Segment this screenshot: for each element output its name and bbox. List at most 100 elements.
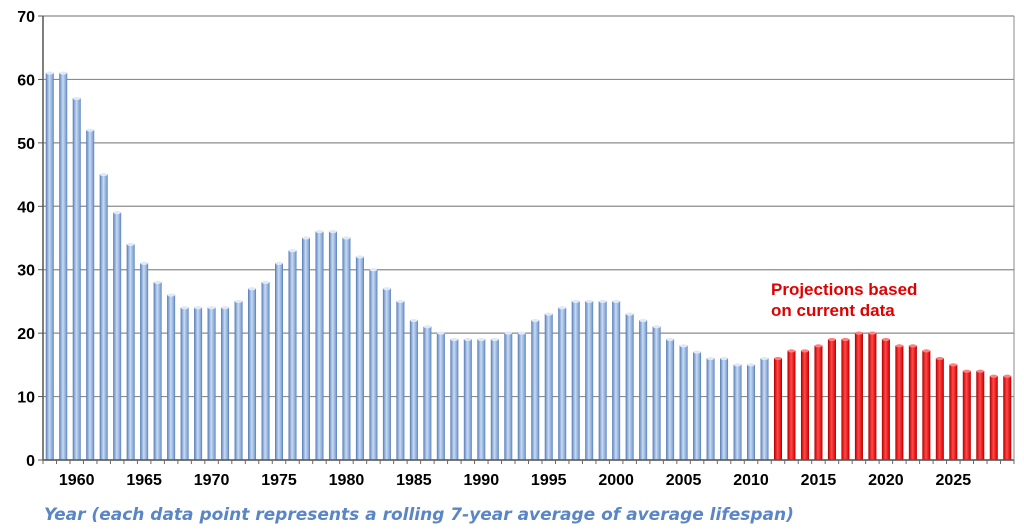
bar-cap-1971 — [221, 306, 229, 310]
bar-1978 — [315, 231, 324, 461]
projection-bar-cap-2027 — [976, 369, 984, 373]
projection-bar-2028 — [989, 375, 998, 461]
x-tick-label-1980: 1980 — [329, 472, 365, 489]
bar-1990 — [477, 339, 486, 461]
projection-bar-2012 — [773, 358, 783, 461]
projection-bar-2026 — [962, 370, 971, 461]
bar-2011 — [760, 358, 769, 461]
projection-bar-cap-2014 — [801, 349, 809, 353]
bar-cap-1988 — [450, 337, 459, 342]
projection-bar-2018 — [854, 332, 863, 461]
bar-1987 — [436, 332, 445, 461]
axes — [38, 15, 1015, 464]
bar-cap-1986 — [423, 325, 432, 329]
projection-bar-cap-2016 — [828, 337, 836, 342]
projection-bar-cap-2022 — [909, 344, 917, 348]
x-tick-label-1975: 1975 — [261, 472, 297, 489]
x-tick-label-1995: 1995 — [531, 472, 567, 489]
bar-1998 — [585, 301, 594, 461]
bar-cap-1980 — [342, 236, 351, 240]
bar-1974 — [261, 282, 270, 461]
bar-1958 — [45, 72, 54, 461]
bar-cap-1985 — [410, 318, 418, 323]
projection-bar-cap-2018 — [855, 331, 863, 335]
bar-cap-1991 — [491, 337, 499, 342]
bar-cap-1993 — [518, 331, 526, 335]
projection-bar-2016 — [827, 339, 836, 461]
bar-1960 — [72, 98, 81, 461]
bar-1989 — [463, 339, 472, 461]
projection-bar-cap-2017 — [841, 337, 850, 342]
projection-bar-cap-2021 — [895, 344, 904, 348]
bar-cap-1972 — [234, 299, 243, 304]
bar-2006 — [693, 351, 702, 461]
bar-1997 — [571, 301, 580, 461]
bar-1999 — [598, 301, 607, 461]
bar-cap-1965 — [140, 261, 148, 265]
bar-cap-2007 — [706, 356, 715, 361]
bar-1983 — [382, 288, 391, 461]
bar-1992 — [504, 332, 513, 461]
bar-cap-1999 — [598, 299, 607, 304]
bar-cap-2005 — [679, 344, 688, 348]
bar-cap-1958 — [46, 71, 54, 75]
bar-1984 — [396, 301, 405, 461]
y-tick-label-20: 20 — [17, 326, 35, 343]
bar-cap-1997 — [571, 299, 580, 304]
bar-2010 — [747, 364, 756, 461]
bar-cap-2004 — [666, 337, 674, 342]
projection-bar-2027 — [976, 370, 985, 461]
bar-2007 — [706, 358, 715, 461]
x-tick-label-1960: 1960 — [59, 472, 95, 489]
projection-bar-cap-2015 — [814, 344, 823, 348]
x-tick-label-2025: 2025 — [936, 472, 972, 489]
bar-cap-1998 — [585, 299, 593, 304]
bar-1981 — [355, 256, 364, 461]
x-tick-label-1990: 1990 — [464, 472, 500, 489]
projection-bar-cap-2029 — [1003, 374, 1011, 378]
bar-cap-1987 — [437, 331, 445, 335]
bar-cap-1969 — [194, 306, 202, 310]
bar-1971 — [221, 307, 230, 461]
projection-bar-cap-2023 — [922, 349, 931, 353]
projection-bar-2014 — [800, 350, 809, 461]
projection-bar-cap-2024 — [936, 356, 944, 361]
projection-bar-2017 — [841, 339, 850, 461]
y-tick-label-60: 60 — [17, 72, 35, 89]
projection-bar-2021 — [895, 345, 904, 461]
projection-bar-2019 — [868, 332, 877, 461]
bar-cap-2009 — [733, 363, 742, 367]
x-tick-label-2015: 2015 — [801, 472, 837, 489]
bar-1966 — [153, 282, 162, 461]
bar-cap-1984 — [396, 299, 405, 304]
projection-bar-2013 — [787, 350, 796, 461]
bar-1967 — [167, 294, 176, 461]
bar-cap-1973 — [248, 287, 256, 291]
bar-1994 — [531, 320, 540, 461]
bar-2002 — [639, 320, 648, 461]
projection-annotation-line2: on current data — [771, 301, 895, 320]
bar-1977 — [301, 237, 310, 461]
bar-1991 — [490, 339, 499, 461]
bar-1976 — [288, 250, 297, 461]
bar-cap-2002 — [639, 318, 647, 323]
bar-cap-1994 — [531, 318, 539, 323]
bar-cap-2008 — [720, 356, 728, 361]
bar-cap-1975 — [275, 261, 283, 265]
x-tick-label-2000: 2000 — [598, 472, 634, 489]
bar-cap-1992 — [504, 331, 512, 335]
projection-bar-cap-2028 — [990, 374, 998, 378]
x-tick-label-2005: 2005 — [666, 472, 702, 489]
bar-cap-1977 — [302, 236, 310, 240]
bar-cap-1960 — [73, 96, 81, 101]
x-tick-labels: 1960 1965 1970 1975 1980 1985 1990 1995 2000 2005… — [59, 472, 971, 489]
projection-bar-2023 — [922, 350, 931, 461]
y-tick-label-70: 70 — [17, 9, 35, 26]
bar-cap-2006 — [693, 350, 701, 354]
bar-1986 — [423, 326, 432, 461]
bar-2005 — [679, 345, 688, 461]
projection-annotation-line1: Projections based — [771, 280, 917, 299]
bar-cap-2001 — [625, 312, 634, 316]
projection-bar-cap-2025 — [949, 363, 958, 367]
